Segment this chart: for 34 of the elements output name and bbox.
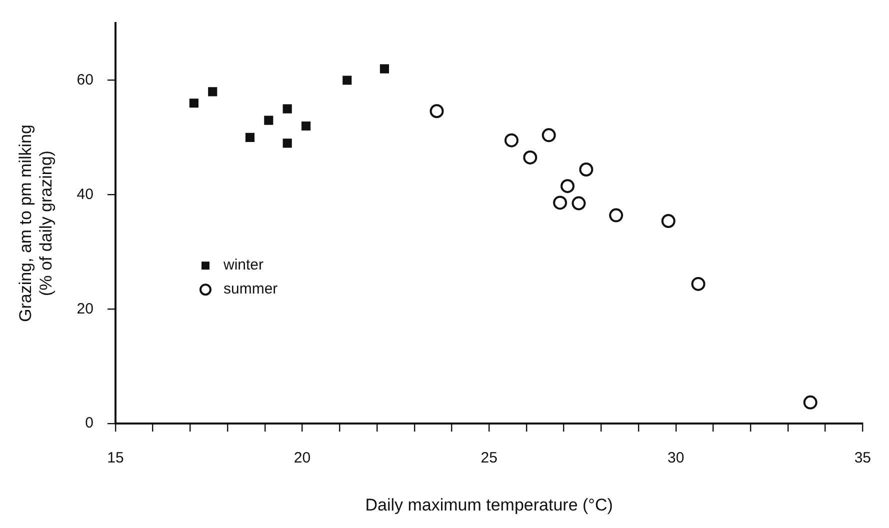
x-axis-title: Daily maximum temperature (°C) [365, 495, 613, 514]
point [504, 133, 518, 148]
point [245, 132, 255, 142]
x-tick-label: 30 [668, 450, 684, 467]
y-tick-label: 40 [76, 186, 94, 203]
point [264, 116, 274, 125]
point [579, 162, 594, 177]
y-tick-label: 60 [76, 71, 94, 88]
point [542, 128, 556, 142]
point [572, 196, 586, 210]
point [523, 150, 538, 164]
point [301, 121, 311, 131]
point [282, 104, 292, 114]
point [430, 104, 444, 118]
point [560, 179, 575, 194]
point [803, 395, 818, 410]
point [691, 276, 706, 291]
x-tick-label: 25 [480, 450, 498, 467]
x-tick-label: 20 [294, 450, 311, 467]
point [553, 196, 568, 210]
point [208, 87, 218, 96]
point [661, 214, 676, 228]
point [282, 138, 292, 148]
point [189, 98, 198, 108]
x-tick-label: 15 [107, 450, 124, 467]
point [342, 76, 352, 85]
point [380, 64, 390, 74]
x-tick-label: 35 [854, 450, 871, 467]
legend-label: summer [223, 280, 278, 298]
y-tick-label: 0 [85, 414, 94, 432]
y-tick-label: 20 [76, 300, 94, 318]
legend-label: winter [222, 256, 264, 274]
point [609, 208, 624, 222]
y-axis-title: Grazing, am to pm milking (% of daily grazing) [16, 124, 56, 322]
